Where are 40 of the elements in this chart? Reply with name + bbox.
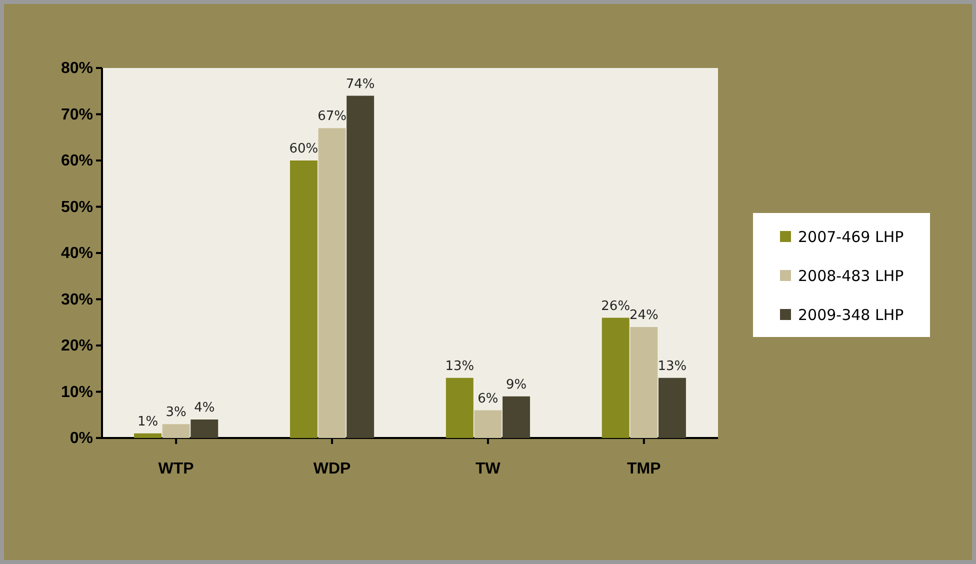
y-tick-label: 80%: [60, 60, 93, 78]
y-tick-label: 20%: [60, 338, 93, 355]
x-tick-label: TW: [476, 460, 502, 478]
y-tick-label: 30%: [60, 291, 93, 308]
y-tick-label: 60%: [60, 152, 93, 170]
data-label: 4%: [194, 400, 215, 416]
y-tick-label: 40%: [60, 245, 93, 262]
data-label: 24%: [629, 308, 658, 323]
bar: [658, 378, 686, 438]
data-label: 13%: [445, 358, 474, 374]
legend-label: 2008-483 LHP: [798, 267, 904, 285]
y-tick-label: 70%: [60, 106, 93, 124]
bar: [190, 420, 218, 438]
bar: [318, 128, 346, 438]
data-label: 9%: [506, 377, 527, 392]
bar: [446, 378, 474, 438]
legend-label: 2009-348 LHP: [798, 306, 904, 324]
bar: [474, 410, 502, 438]
bar: [134, 433, 162, 438]
data-label: 3%: [166, 405, 186, 420]
bar: [346, 96, 374, 438]
data-label: 60%: [289, 142, 318, 156]
bar: [162, 424, 190, 438]
y-tick-label: 0%: [70, 430, 93, 448]
bar: [290, 160, 318, 438]
x-tick-label: TMP: [627, 460, 662, 478]
data-label: 1%: [137, 414, 158, 430]
y-tick-label: 50%: [60, 198, 93, 216]
bar: [502, 396, 530, 438]
legend-label: 2007-469 LHP: [798, 228, 904, 246]
x-tick-label: WTP: [158, 460, 194, 478]
x-tick-label: WDP: [313, 460, 352, 478]
bar: [602, 318, 630, 438]
data-label: 67%: [318, 109, 346, 124]
data-label: 26%: [601, 298, 630, 314]
data-label: 6%: [478, 391, 498, 406]
bar: [630, 327, 658, 438]
data-label: 74%: [346, 76, 375, 92]
y-tick-label: 10%: [60, 384, 93, 401]
data-label: 13%: [658, 358, 687, 374]
